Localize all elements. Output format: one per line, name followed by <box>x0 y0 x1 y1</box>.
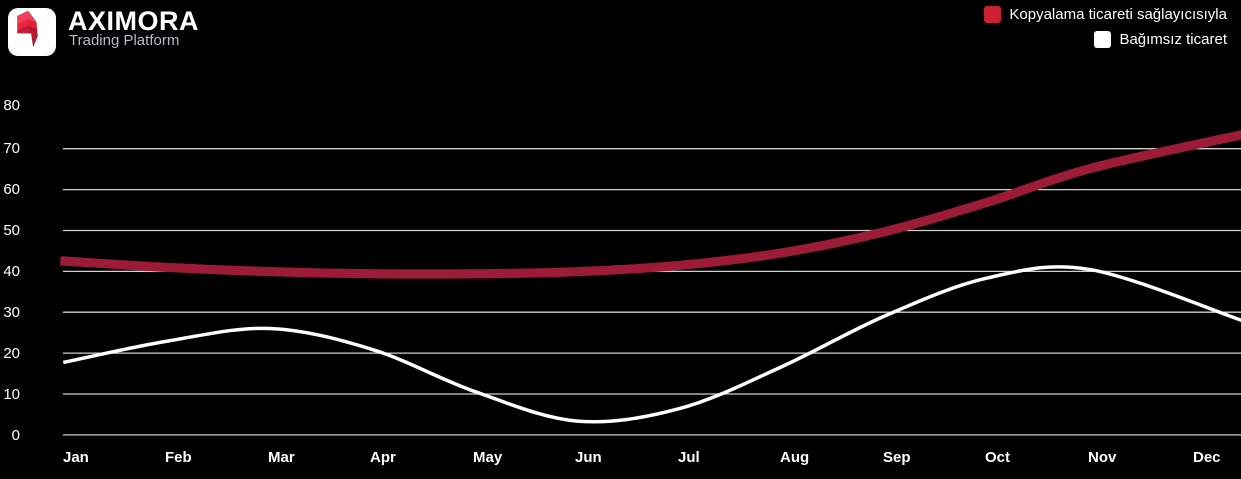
svg-text:Dec: Dec <box>1193 449 1221 466</box>
svg-text:0: 0 <box>12 427 20 444</box>
svg-text:80: 80 <box>3 97 20 114</box>
svg-text:Apr: Apr <box>370 449 396 466</box>
svg-text:60: 60 <box>3 181 20 198</box>
svg-text:Aug: Aug <box>780 449 809 466</box>
svg-text:Mar: Mar <box>268 449 295 466</box>
svg-text:30: 30 <box>3 304 20 321</box>
svg-text:Jun: Jun <box>575 449 602 466</box>
svg-text:Nov: Nov <box>1088 449 1117 466</box>
svg-text:40: 40 <box>3 263 20 280</box>
svg-text:10: 10 <box>3 386 20 403</box>
svg-text:Sep: Sep <box>883 449 911 466</box>
svg-text:May: May <box>473 449 503 466</box>
svg-text:Jan: Jan <box>63 449 89 466</box>
svg-text:20: 20 <box>3 345 20 362</box>
svg-text:Feb: Feb <box>165 449 192 466</box>
svg-text:Oct: Oct <box>985 449 1010 466</box>
svg-text:50: 50 <box>3 222 20 239</box>
svg-text:Jul: Jul <box>678 449 700 466</box>
svg-text:70: 70 <box>3 140 20 157</box>
